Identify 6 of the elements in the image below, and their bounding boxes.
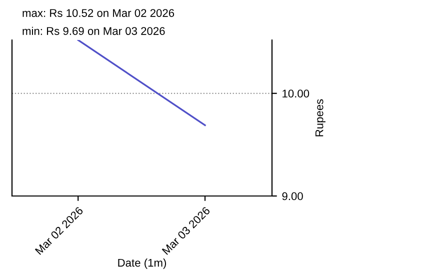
y-tick-label: 9.00 xyxy=(282,192,303,200)
text: min: Rs 9.69 on Mar 03 2026 xyxy=(22,26,165,35)
text: max: Rs 10.52 on Mar 02 2026 xyxy=(22,9,174,17)
x-axis-title: Date (1m) xyxy=(118,258,166,269)
y-axis-title: Rupees xyxy=(315,99,326,136)
y-tick-label: 10.00 xyxy=(282,90,310,98)
